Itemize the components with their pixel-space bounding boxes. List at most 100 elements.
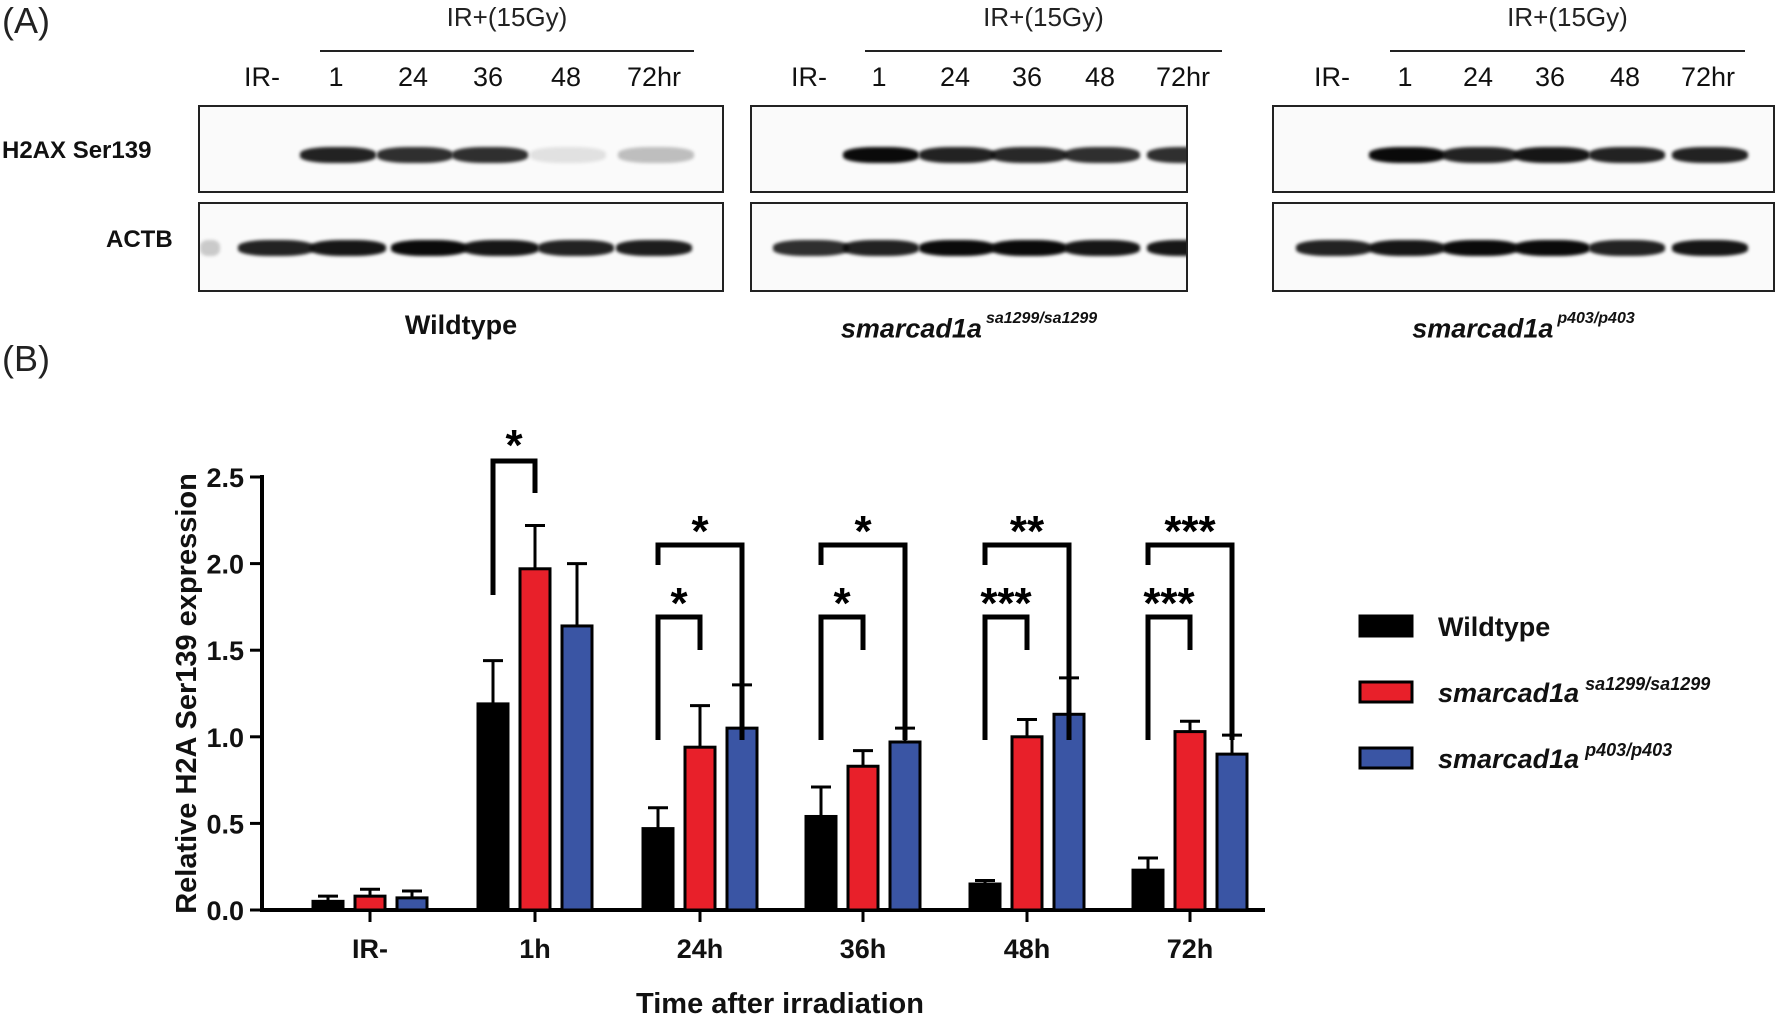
ir-bracket-line	[320, 50, 694, 52]
y-tick-label: 2.0	[206, 550, 244, 580]
h2ax-band	[1672, 147, 1748, 163]
ir-bracket-line	[1390, 50, 1745, 52]
ir-bracket-line	[865, 50, 1222, 52]
actb-band	[919, 240, 995, 256]
lane-label: 1	[328, 62, 344, 92]
actb-band	[391, 240, 467, 256]
h2ax-band	[1147, 147, 1186, 163]
h2ax-band	[919, 147, 995, 163]
panel-a-letter: (A)	[2, 0, 50, 41]
significance-label: *	[670, 579, 688, 628]
bar	[804, 814, 838, 912]
bar	[1215, 752, 1249, 912]
x-tick-label: IR-	[352, 934, 388, 964]
h2ax-blot	[1272, 105, 1775, 193]
x-tick-label: 72h	[1167, 934, 1214, 964]
bar	[1010, 735, 1044, 912]
legend-label: smarcad1a p403/p403	[1438, 740, 1672, 774]
lane-label: 24	[939, 62, 971, 92]
lane-label: IR-	[791, 62, 827, 92]
actb-band	[1296, 240, 1372, 256]
bar	[560, 624, 594, 912]
lane-label: IR-	[1314, 62, 1350, 92]
significance-label: **	[1010, 507, 1045, 556]
y-tick-label: 0.0	[206, 896, 244, 926]
panel-b-letter: (B)	[2, 338, 50, 379]
actb-band	[1064, 240, 1140, 256]
h2ax-band	[991, 147, 1067, 163]
bar	[353, 894, 387, 912]
actb-blot	[1272, 202, 1775, 292]
lane-label: 72hr	[1155, 62, 1211, 92]
legend-swatch	[1358, 680, 1414, 704]
lane-label: 48	[1084, 62, 1116, 92]
actb-band	[1514, 240, 1590, 256]
x-tick-label: 1h	[519, 934, 551, 964]
genotype-label: smarcad1a p403/p403	[1412, 310, 1635, 344]
actb-band	[1442, 240, 1518, 256]
actb-band	[773, 240, 849, 256]
legend-label: Wildtype	[1438, 612, 1550, 642]
actb-band	[1672, 240, 1748, 256]
actb-band	[310, 240, 386, 256]
row-label-actb: ACTB	[106, 226, 173, 253]
significance-bracket	[982, 614, 1030, 740]
legend-label-superscript: sa1299/sa1299	[1585, 674, 1710, 694]
y-tick-label: 2.5	[206, 463, 244, 493]
h2ax-blot	[750, 105, 1188, 193]
y-tick-label: 0.5	[206, 809, 244, 839]
significance-label: ***	[1164, 507, 1216, 556]
h2ax-band	[843, 147, 919, 163]
lane-label: 48	[1609, 62, 1641, 92]
ir-dose-label: IR+(15Gy)	[446, 2, 568, 32]
actb-band	[538, 240, 614, 256]
legend-label: smarcad1a sa1299/sa1299	[1438, 674, 1710, 708]
lane-label: 1	[871, 62, 887, 92]
bar	[888, 740, 922, 912]
x-axis-label: Time after irradiation	[636, 988, 924, 1015]
h2ax-band	[1369, 147, 1445, 163]
actb-blot	[750, 202, 1188, 292]
genotype-label: smarcad1a sa1299/sa1299	[840, 310, 1098, 344]
significance-bracket	[818, 542, 908, 740]
actb-band	[843, 240, 919, 256]
bar	[476, 702, 510, 912]
lane-label: 72hr	[1680, 62, 1736, 92]
bar	[1173, 730, 1207, 912]
significance-label: *	[833, 579, 851, 628]
bar	[846, 764, 880, 912]
h2ax-band	[377, 147, 453, 163]
h2ax-band	[1589, 147, 1665, 163]
actb-band	[616, 240, 692, 256]
actb-band	[1147, 240, 1186, 256]
significance-label: ***	[980, 579, 1032, 628]
bar	[518, 567, 552, 912]
actb-blot	[198, 202, 724, 292]
significance-label: *	[854, 507, 872, 556]
x-tick-label: 36h	[840, 934, 887, 964]
bar	[1052, 712, 1086, 912]
actb-band	[1589, 240, 1665, 256]
actb-band	[200, 240, 220, 256]
lane-label: 36	[1534, 62, 1566, 92]
significance-label: ***	[1143, 579, 1195, 628]
actb-band	[1369, 240, 1445, 256]
actb-band	[238, 240, 314, 256]
lane-label: IR-	[244, 62, 280, 92]
significance-bracket	[982, 542, 1072, 740]
h2ax-blot	[198, 105, 724, 193]
significance-bracket	[655, 614, 703, 740]
bar	[311, 899, 345, 912]
significance-label: *	[505, 421, 523, 470]
legend-swatch	[1358, 614, 1414, 638]
lane-label: 24	[1462, 62, 1494, 92]
bar	[725, 726, 759, 912]
genotype-label: Wildtype	[404, 310, 518, 340]
significance-bracket	[818, 614, 866, 740]
actb-band	[463, 240, 539, 256]
legend-swatch	[1358, 746, 1414, 770]
lane-label: 72hr	[626, 62, 682, 92]
lane-label: 24	[397, 62, 429, 92]
bar	[1131, 868, 1165, 912]
significance-label: *	[691, 507, 709, 556]
